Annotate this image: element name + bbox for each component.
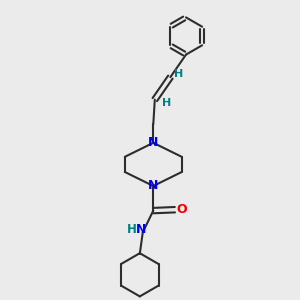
Text: H: H — [128, 223, 137, 236]
Text: N: N — [148, 136, 158, 149]
Text: O: O — [176, 203, 187, 216]
Text: N: N — [148, 179, 158, 193]
Text: H: H — [162, 98, 171, 108]
Text: N: N — [136, 223, 146, 236]
Text: H: H — [174, 69, 183, 79]
